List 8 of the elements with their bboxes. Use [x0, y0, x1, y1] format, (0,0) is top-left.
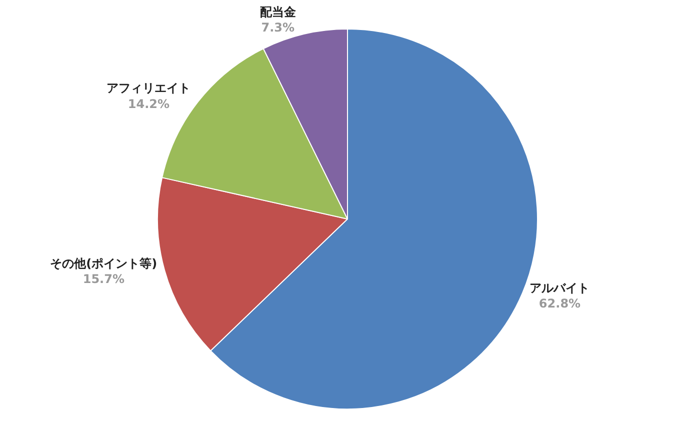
data-label: 7.3%	[261, 20, 295, 35]
slice-label: 配当金	[260, 5, 297, 20]
slice-label: その他(ポイント等)	[50, 256, 158, 271]
data-label: 62.8%	[538, 296, 581, 310]
data-label: 15.7%	[82, 272, 124, 286]
slice-label: アルバイト	[530, 280, 590, 295]
slice-label: アフィリエイト	[106, 81, 191, 96]
data-label: 14.2%	[128, 96, 170, 111]
